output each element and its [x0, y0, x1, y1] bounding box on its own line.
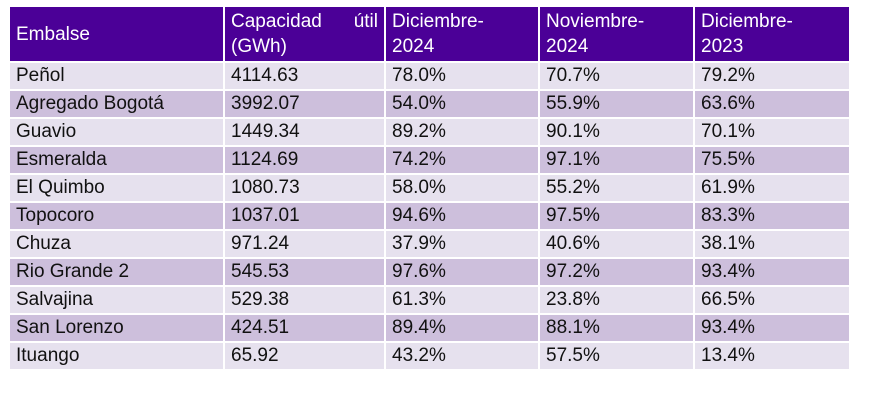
cell-embalse: Chuza	[8, 229, 225, 259]
header-dic2024-line2: 2024	[392, 36, 435, 57]
cell-dic2023: 75.5%	[693, 145, 851, 175]
table-row: San Lorenzo 424.51 89.4% 88.1% 93.4%	[8, 313, 851, 343]
header-dic2024: Diciembre- 2024	[384, 5, 540, 63]
reservoir-table: Embalse Capacidad útil (GWh) Diciembre- …	[8, 5, 851, 371]
cell-nov2024: 23.8%	[538, 285, 695, 315]
cell-embalse: Ituango	[8, 341, 225, 371]
header-row: Embalse Capacidad útil (GWh) Diciembre- …	[8, 5, 851, 63]
reservoir-table-container: Embalse Capacidad útil (GWh) Diciembre- …	[8, 5, 851, 371]
cell-nov2024: 90.1%	[538, 117, 695, 147]
cell-nov2024: 97.2%	[538, 257, 695, 287]
cell-capacidad: 971.24	[223, 229, 386, 259]
cell-dic2023: 83.3%	[693, 201, 851, 231]
table-row: Chuza 971.24 37.9% 40.6% 38.1%	[8, 229, 851, 259]
header-capacidad-word2: útil	[353, 11, 378, 32]
cell-capacidad: 424.51	[223, 313, 386, 343]
cell-dic2023: 93.4%	[693, 257, 851, 287]
cell-nov2024: 57.5%	[538, 341, 695, 371]
table-row: Salvajina 529.38 61.3% 23.8% 66.5%	[8, 285, 851, 315]
table-row: Ituango 65.92 43.2% 57.5% 13.4%	[8, 341, 851, 371]
cell-embalse: Guavio	[8, 117, 225, 147]
table-body: Peñol 4114.63 78.0% 70.7% 79.2% Agregado…	[8, 61, 851, 371]
cell-capacidad: 545.53	[223, 257, 386, 287]
cell-dic2024: 61.3%	[384, 285, 540, 315]
table-row: Guavio 1449.34 89.2% 90.1% 70.1%	[8, 117, 851, 147]
cell-nov2024: 55.9%	[538, 89, 695, 119]
cell-dic2023: 70.1%	[693, 117, 851, 147]
cell-nov2024: 97.5%	[538, 201, 695, 231]
cell-dic2024: 97.6%	[384, 257, 540, 287]
header-dic2023: Diciembre- 2023	[693, 5, 851, 63]
header-embalse-label: Embalse	[16, 23, 90, 45]
header-capacidad-word1: Capacidad	[231, 11, 322, 32]
cell-dic2024: 58.0%	[384, 173, 540, 203]
header-nov2024-line2: 2024	[546, 36, 589, 57]
header-embalse: Embalse	[8, 5, 225, 63]
cell-capacidad: 1449.34	[223, 117, 386, 147]
table-row: Peñol 4114.63 78.0% 70.7% 79.2%	[8, 61, 851, 91]
cell-embalse: Salvajina	[8, 285, 225, 315]
cell-embalse: El Quimbo	[8, 173, 225, 203]
cell-nov2024: 70.7%	[538, 61, 695, 91]
table-row: Esmeralda 1124.69 74.2% 97.1% 75.5%	[8, 145, 851, 175]
cell-nov2024: 88.1%	[538, 313, 695, 343]
cell-embalse: Rio Grande 2	[8, 257, 225, 287]
cell-capacidad: 4114.63	[223, 61, 386, 91]
cell-nov2024: 40.6%	[538, 229, 695, 259]
cell-capacidad: 65.92	[223, 341, 386, 371]
cell-dic2024: 74.2%	[384, 145, 540, 175]
table-row: El Quimbo 1080.73 58.0% 55.2% 61.9%	[8, 173, 851, 203]
cell-dic2024: 37.9%	[384, 229, 540, 259]
header-capacidad-unit: (GWh)	[231, 36, 287, 57]
cell-dic2024: 54.0%	[384, 89, 540, 119]
table-row: Rio Grande 2 545.53 97.6% 97.2% 93.4%	[8, 257, 851, 287]
cell-embalse: Agregado Bogotá	[8, 89, 225, 119]
header-nov2024-line1: Noviembre-	[546, 11, 645, 32]
cell-dic2023: 61.9%	[693, 173, 851, 203]
cell-dic2023: 63.6%	[693, 89, 851, 119]
cell-capacidad: 529.38	[223, 285, 386, 315]
header-nov2024: Noviembre- 2024	[538, 5, 695, 63]
header-capacidad-line1: Capacidad útil	[231, 9, 383, 34]
cell-capacidad: 1037.01	[223, 201, 386, 231]
cell-capacidad: 3992.07	[223, 89, 386, 119]
table-header: Embalse Capacidad útil (GWh) Diciembre- …	[8, 5, 851, 63]
cell-nov2024: 97.1%	[538, 145, 695, 175]
cell-dic2024: 89.2%	[384, 117, 540, 147]
cell-dic2024: 89.4%	[384, 313, 540, 343]
cell-embalse: Esmeralda	[8, 145, 225, 175]
cell-embalse: Peñol	[8, 61, 225, 91]
cell-nov2024: 55.2%	[538, 173, 695, 203]
cell-dic2023: 38.1%	[693, 229, 851, 259]
header-dic2023-line2: 2023	[701, 36, 744, 57]
cell-capacidad: 1124.69	[223, 145, 386, 175]
cell-dic2023: 13.4%	[693, 341, 851, 371]
cell-dic2024: 78.0%	[384, 61, 540, 91]
table-row: Topocoro 1037.01 94.6% 97.5% 83.3%	[8, 201, 851, 231]
cell-embalse: Topocoro	[8, 201, 225, 231]
cell-dic2024: 43.2%	[384, 341, 540, 371]
cell-dic2023: 66.5%	[693, 285, 851, 315]
header-dic2023-line1: Diciembre-	[701, 11, 793, 32]
cell-dic2024: 94.6%	[384, 201, 540, 231]
cell-dic2023: 79.2%	[693, 61, 851, 91]
cell-capacidad: 1080.73	[223, 173, 386, 203]
table-row: Agregado Bogotá 3992.07 54.0% 55.9% 63.6…	[8, 89, 851, 119]
cell-dic2023: 93.4%	[693, 313, 851, 343]
cell-embalse: San Lorenzo	[8, 313, 225, 343]
header-capacidad: Capacidad útil (GWh)	[223, 5, 386, 63]
header-dic2024-line1: Diciembre-	[392, 11, 484, 32]
